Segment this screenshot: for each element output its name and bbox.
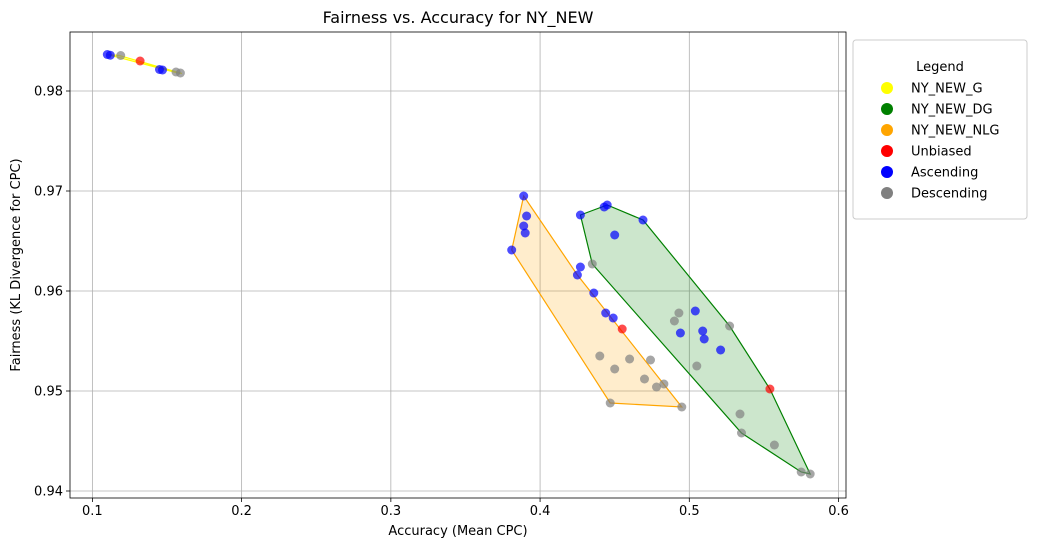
point-ascending [716, 345, 726, 355]
legend: Legend NY_NEW_G NY_NEW_DG NY_NEW_NLG Unbias… [852, 39, 1028, 220]
y-tick-label: 0.94 [34, 485, 63, 500]
point-ascending [519, 221, 529, 231]
point-ascending [520, 228, 530, 238]
point-descending [610, 364, 620, 374]
legend-marker [881, 145, 893, 157]
point-unbiased [765, 384, 775, 394]
point-ascending [158, 65, 167, 75]
hull-ny-new-nlg [511, 194, 684, 408]
point-ascending [675, 328, 685, 338]
point-ascending [575, 262, 585, 272]
point-ascending [589, 288, 599, 298]
x-tick-label: 0.3 [381, 504, 402, 519]
point-ascending [572, 270, 582, 280]
point-descending [796, 467, 806, 477]
legend-marker [881, 187, 893, 199]
legend-label: NY_NEW_G [911, 82, 983, 97]
legend-marker [881, 124, 893, 136]
legend-label: Unbiased [911, 145, 972, 160]
point-ascending [602, 200, 612, 210]
point-ascending [610, 230, 620, 240]
y-axis-label: Fairness (KL Divergence for CPC) [9, 158, 24, 371]
point-ascending [519, 191, 529, 201]
hull-ny-new-dg [579, 204, 812, 475]
x-axis-label: Accuracy (Mean CPC) [388, 524, 527, 539]
x-tick-label: 0.5 [679, 504, 700, 519]
plot-frame [69, 31, 847, 499]
point-descending [640, 374, 649, 384]
point-descending [735, 409, 745, 419]
point-descending [652, 382, 661, 392]
point-unbiased [617, 324, 627, 334]
legend-marker [881, 166, 893, 178]
x-tick-label: 0.6 [828, 504, 849, 519]
y-tick-label: 0.97 [34, 185, 63, 200]
point-ascending [698, 326, 708, 336]
y-tick-label: 0.98 [34, 85, 63, 100]
x-tick-label: 0.1 [82, 504, 103, 519]
legend-label: NY_NEW_DG [911, 103, 993, 118]
grid-lines [70, 32, 846, 498]
point-ascending [608, 313, 618, 323]
point-ascending [601, 308, 611, 318]
point-descending [692, 361, 702, 371]
point-descending [625, 354, 635, 364]
legend-label: NY_NEW_NLG [911, 124, 1000, 139]
chart-title: Fairness vs. Accuracy for NY_NEW [323, 8, 594, 28]
point-descending [674, 308, 684, 318]
legend-label: Descending [911, 187, 988, 202]
point-descending [725, 321, 735, 331]
point-descending [659, 379, 669, 389]
point-ascending [522, 211, 532, 221]
point-ascending [638, 215, 648, 225]
point-descending [116, 51, 126, 60]
point-descending [605, 398, 615, 408]
point-ascending [690, 306, 700, 316]
point-descending [669, 316, 679, 326]
plot-background [70, 32, 846, 498]
point-descending [175, 68, 185, 78]
point-descending [646, 355, 655, 365]
point-descending [769, 440, 779, 450]
point-ascending [507, 245, 517, 255]
point-ascending [105, 50, 115, 60]
x-axis-ticks: 0.1 0.2 0.3 0.4 0.5 0.6 [82, 498, 849, 519]
legend-marker [881, 82, 893, 94]
legend-marker [881, 103, 893, 115]
point-descending [677, 402, 687, 412]
x-tick-label: 0.4 [530, 504, 551, 519]
legend-entries: NY_NEW_G NY_NEW_DG NY_NEW_NLG Unbiased Ascen… [881, 82, 1000, 202]
y-axis-ticks: 0.94 0.95 0.96 0.97 0.98 [34, 85, 70, 500]
point-descending [587, 259, 597, 269]
x-tick-label: 0.2 [231, 504, 252, 519]
y-tick-label: 0.95 [34, 385, 63, 400]
point-descending [737, 428, 746, 438]
legend-box [852, 39, 1028, 220]
point-descending [805, 469, 815, 479]
data-points [102, 50, 815, 479]
point-unbiased [135, 56, 145, 66]
point-ascending [699, 334, 709, 344]
legend-label: Ascending [911, 166, 978, 181]
y-tick-label: 0.96 [34, 285, 63, 300]
legend-title: Legend [916, 60, 964, 75]
point-descending [595, 351, 605, 361]
point-ascending [575, 210, 585, 220]
